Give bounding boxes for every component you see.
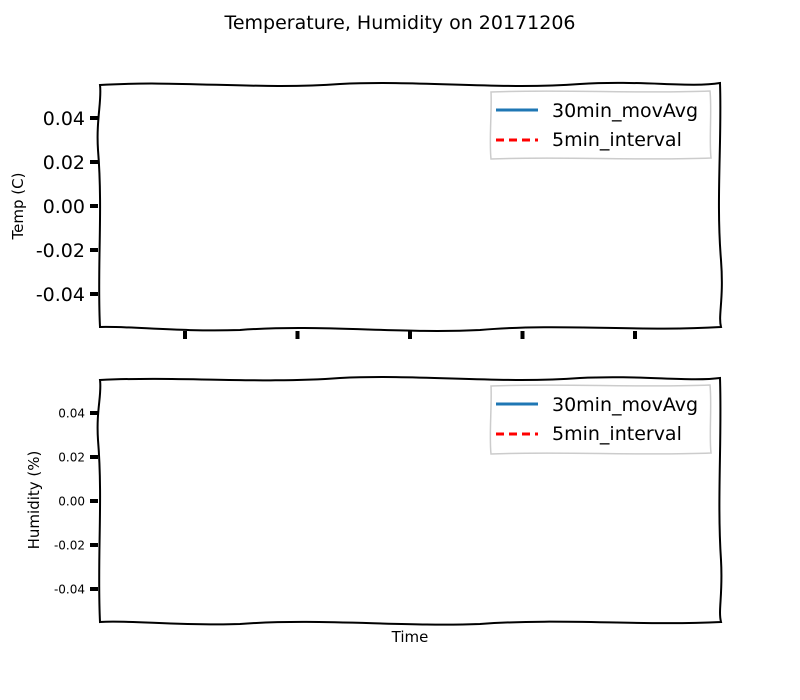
temperature-plot-frame	[96, 81, 723, 332]
y-tick-label: -0.04	[54, 582, 85, 596]
humidity-y-ticks: 0.04 0.02 0.00 -0.02 -0.04	[54, 406, 98, 596]
y-tick-label: -0.04	[36, 284, 85, 306]
y-tick-label: 0.02	[43, 152, 85, 174]
y-tick-label: -0.02	[54, 538, 85, 552]
temperature-y-ticks: 0.04 0.02 0.00 -0.02 -0.04	[36, 108, 98, 306]
humidity-panel: 0.04 0.02 0.00 -0.02 -0.04 Humidity (%) Time…	[25, 376, 723, 646]
legend-label-30min-movavg: 30min_movAvg	[552, 394, 698, 416]
humidity-x-axis-label: Time	[391, 628, 429, 646]
y-tick-label: -0.02	[36, 240, 85, 262]
humidity-y-axis-label: Humidity (%)	[25, 451, 43, 550]
temperature-x-ticks	[183, 331, 637, 339]
y-tick-label: 0.00	[58, 494, 85, 508]
legend-box	[489, 384, 712, 455]
temperature-y-axis-label: Temp (C)	[9, 173, 27, 241]
legend-label-30min-movavg: 30min_movAvg	[552, 100, 698, 122]
temperature-legend: 30min_movAvg 5min_interval	[489, 90, 712, 160]
y-tick-label: 0.02	[58, 450, 85, 464]
y-tick-label: 0.04	[58, 406, 85, 420]
chart-title: Temperature, Humidity on 20171206	[223, 12, 575, 34]
y-tick-label: 0.04	[43, 108, 85, 130]
legend-label-5min-interval: 5min_interval	[552, 129, 682, 151]
y-tick-label: 0.00	[43, 196, 85, 218]
humidity-legend: 30min_movAvg 5min_interval	[489, 384, 712, 455]
humidity-plot-frame	[96, 376, 723, 626]
legend-box	[489, 90, 712, 160]
temperature-panel: 0.04 0.02 0.00 -0.02 -0.04 Temp (C) 30min_mo…	[9, 81, 723, 339]
legend-label-5min-interval: 5min_interval	[552, 423, 682, 445]
